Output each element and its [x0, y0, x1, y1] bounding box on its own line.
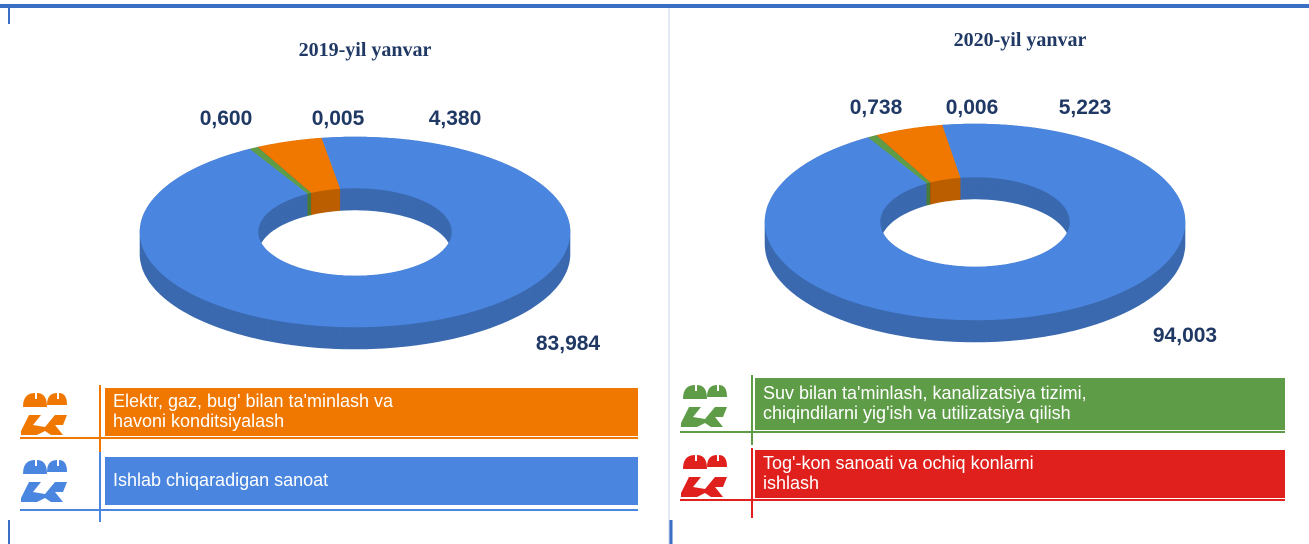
- legend-box: [755, 450, 1285, 498]
- data-label: 0,005: [312, 107, 365, 130]
- legend-label: ishlash: [763, 473, 819, 493]
- data-label: 0,006: [946, 96, 999, 119]
- hard-hat: [47, 393, 67, 405]
- legend-label: havoni konditsiyalash: [113, 411, 284, 431]
- legend-label: Ishlab chiqaradigan sanoat: [113, 470, 328, 490]
- hard-hat: [707, 455, 727, 467]
- legend-icon: [681, 385, 727, 427]
- legend-box: [105, 457, 638, 505]
- legend-icon: [681, 455, 727, 497]
- data-label: 94,003: [1153, 324, 1217, 347]
- data-label: 4,380: [429, 107, 482, 130]
- data-label: 5,223: [1059, 96, 1112, 119]
- hard-hat: [683, 385, 707, 399]
- hard-hat: [707, 385, 727, 397]
- legend-icon: [21, 393, 67, 435]
- worker-body: [681, 407, 727, 427]
- legend-label: Suv bilan ta'minlash, kanalizatsiya tizi…: [763, 383, 1087, 403]
- slice: [257, 137, 341, 193]
- data-label: 0,738: [850, 96, 903, 119]
- hard-hat: [683, 455, 707, 469]
- legend-icon: [21, 460, 67, 502]
- slice: [876, 124, 961, 183]
- chart-title: 2019-yil yanvar: [299, 39, 432, 61]
- hard-hat: [23, 393, 47, 407]
- worker-body: [681, 477, 727, 497]
- legend-label: chiqindilarni yig'ish va utilizatsiya qi…: [763, 403, 1071, 423]
- worker-body: [21, 415, 67, 435]
- legend-box: [755, 378, 1285, 430]
- legend-label: Elektr, gaz, bug' bilan ta'minlash va: [113, 391, 394, 411]
- data-label: 0,600: [200, 107, 253, 130]
- hard-hat: [47, 460, 67, 472]
- hard-hat: [23, 460, 47, 474]
- worker-body: [21, 482, 67, 502]
- legend-box: [105, 388, 638, 436]
- chart-title: 2020-yil yanvar: [954, 29, 1087, 51]
- data-label: 83,984: [536, 332, 601, 355]
- legend-label: Tog'-kon sanoati va ochiq konlarni: [763, 453, 1034, 473]
